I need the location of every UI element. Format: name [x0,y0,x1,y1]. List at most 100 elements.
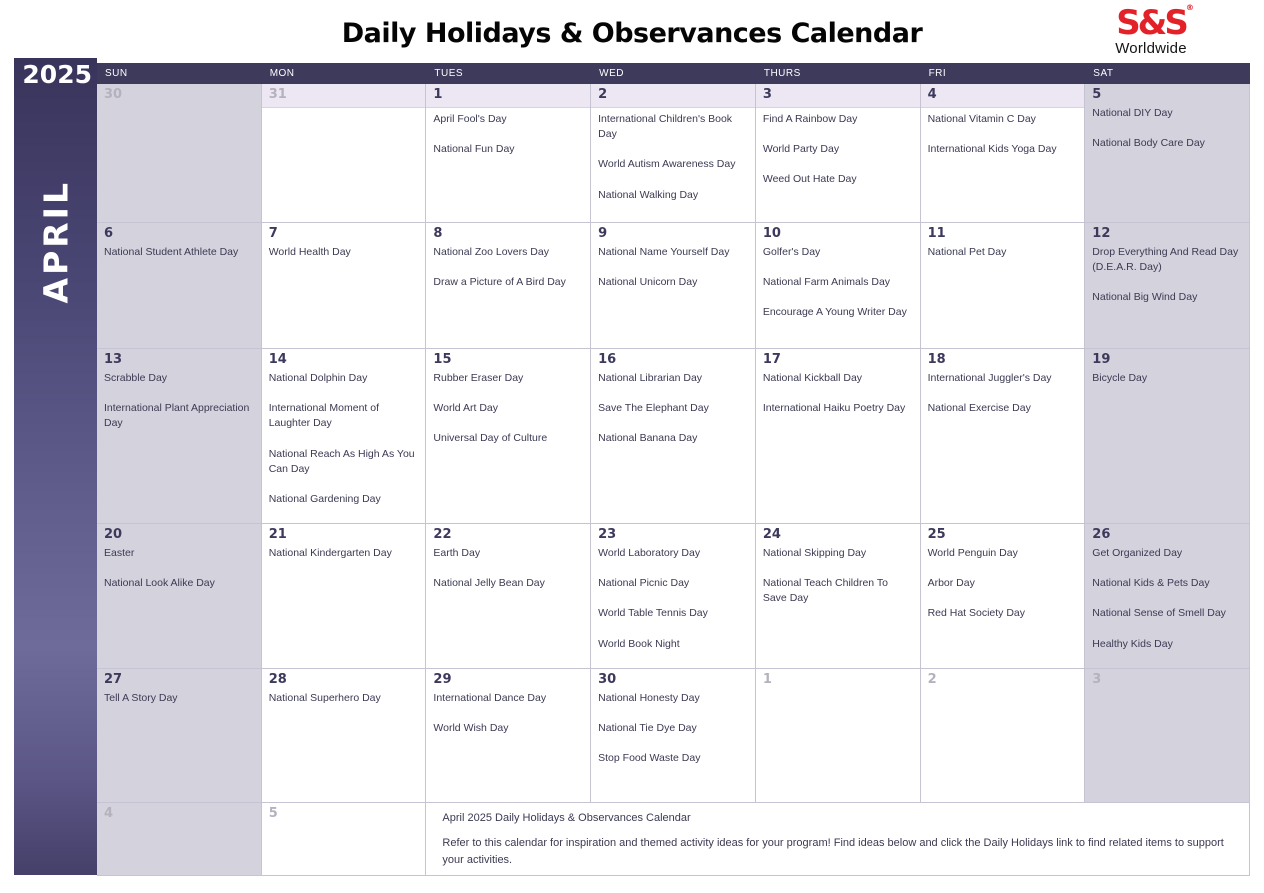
registered-trademark-icon: ® [1185,3,1194,12]
day-of-week-header: SUN MON TUES WED THURS FRI SAT [97,63,1250,84]
day-holidays: National Skipping Day National Teach Chil… [756,542,920,624]
day-holidays [1085,687,1249,693]
day-holidays: International Children's Book Day World A… [591,108,755,220]
day-holidays: National Student Athlete Day [97,241,261,277]
day-number: 29 [433,672,452,687]
logo-subtitle: Worldwide [1115,40,1187,57]
day-cell-19: 19 Bicycle Day [1085,349,1250,523]
dow-mon: MON [269,68,295,79]
holiday-label: National Banana Day [598,432,698,445]
day-holidays [97,102,261,108]
day-number: 22 [433,527,452,542]
day-cell-9: 9 National Name Yourself Day National Unic… [591,223,756,348]
day-number: 16 [598,352,617,367]
day-holidays: April Fool's Day National Fun Day [426,108,590,174]
day-cell-16: 16 National Librarian Day Save The Elephan… [591,349,756,523]
footer-note-body: Refer to this calendar for inspiration a… [442,837,1224,866]
holiday-label: National Exercise Day [927,402,1031,415]
day-holidays: National Superhero Day [262,687,426,723]
day-holidays: World Laboratory Day National Picnic Day W… [591,542,755,668]
day-cell-1: 1 [755,669,921,802]
holiday-label: National Kickball Day [762,372,863,384]
day-cell-3: 3 Find A Rainbow Day World Party Day Weed O… [755,84,921,222]
day-holidays [262,108,426,114]
holiday-label: National Unicorn Day [598,276,698,289]
holiday-label: International Haiku Poetry Day [762,402,906,415]
day-cell-6: 6 National Student Athlete Day [97,223,262,348]
day-holidays: National Honesty Day National Tie Dye Day… [591,687,755,784]
day-cell-15: 15 Rubber Eraser Day World Art Day Universa… [426,349,592,523]
day-cell-30: 30 [97,84,262,222]
day-cell-10: 10 Golfer's Day National Farm Animals Day E… [755,223,921,348]
day-number: 6 [104,226,114,241]
day-number: 18 [927,352,946,367]
holiday-label: National Picnic Day [598,577,690,590]
holiday-label: Easter [104,547,135,559]
holiday-label: National Fun Day [433,143,515,156]
day-holidays: Find A Rainbow Day World Party Day Weed Ou… [756,108,920,205]
dow-tues: TUES [434,68,464,79]
day-holidays: Easter National Look Alike Day [97,542,261,608]
day-holidays: National Dolphin Day International Moment… [262,367,426,523]
day-holidays: Tell A Story Day [97,687,261,723]
holiday-label: National Student Athlete Day [104,246,239,258]
day-cell-2: 2 [920,669,1086,802]
day-number: 11 [927,226,946,241]
month-sidebar: 2025 APRIL [14,58,97,875]
day-number: 10 [762,226,781,241]
dow-wed: WED [599,68,624,79]
day-cell-30: 30 National Honesty Day National Tie Dye D… [591,669,756,802]
day-number: 14 [268,352,287,367]
day-number: 20 [104,527,123,542]
holiday-label: International Moment of Laughter Day [268,402,380,430]
holiday-label: Get Organized Day [1092,547,1183,559]
day-number: 5 [268,806,278,821]
day-number: 12 [1092,226,1111,241]
day-cell-7: 7 World Health Day [261,223,427,348]
day-cell-4: 4 [97,803,262,875]
holiday-label: World Wish Day [433,722,509,735]
day-number: 4 [920,84,1085,108]
calendar-grid: SUN MON TUES WED THURS FRI SAT 30 31 1 Apri… [97,63,1250,876]
day-holidays [97,821,261,827]
day-cell-1: 1 April Fool's Day National Fun Day [426,84,592,222]
dow-sat: SAT [1093,68,1114,79]
holiday-label: International Children's Book Day [598,113,733,141]
day-number: 15 [433,352,452,367]
holiday-label: World Penguin Day [927,547,1018,559]
day-holidays [756,687,920,693]
day-number: 28 [268,672,287,687]
day-cell-28: 28 National Superhero Day [261,669,427,802]
day-holidays: Bicycle Day [1085,367,1249,403]
day-holidays: International Juggler's Day National Exer… [921,367,1085,433]
day-holidays: Earth Day National Jelly Bean Day [426,542,590,608]
day-cell-13: 13 Scrabble Day International Plant Apprec… [97,349,262,523]
logo-brand-mark: S&S ® [1116,3,1194,43]
day-number: 8 [433,226,443,241]
day-cell-4: 4 National Vitamin C Day International Kid… [920,84,1086,222]
holiday-label: International Juggler's Day [927,372,1052,384]
holiday-label: World Book Night [598,637,680,650]
day-cell-29: 29 International Dance Day World Wish Day [426,669,592,802]
holiday-label: National Reach As High As You Can Day [268,447,415,475]
day-number: 26 [1092,527,1111,542]
day-number: 27 [104,672,123,687]
holiday-label: Weed Out Hate Day [762,173,857,186]
day-cell-27: 27 Tell A Story Day [97,669,262,802]
holiday-label: World Health Day [268,246,351,258]
day-number: 7 [268,226,278,241]
day-cell-25: 25 World Penguin Day Arbor Day Red Hat Soci… [920,524,1086,668]
day-number: 30 [104,87,123,102]
day-cell-21: 21 National Kindergarten Day [261,524,427,668]
day-holidays: Get Organized Day National Kids & Pets Da… [1085,542,1249,668]
day-cell-5: 5 [261,803,427,875]
day-number: 13 [104,352,123,367]
holiday-label: Encourage A Young Writer Day [762,306,907,319]
year-label: 2025 [22,60,92,89]
day-holidays: International Dance Day World Wish Day [426,687,590,753]
day-holidays: National Name Yourself Day National Unico… [591,241,755,307]
day-holidays: National Pet Day [921,241,1085,277]
holiday-label: National Superhero Day [268,692,381,704]
month-label: APRIL [36,180,75,304]
holiday-label: Earth Day [433,547,481,559]
